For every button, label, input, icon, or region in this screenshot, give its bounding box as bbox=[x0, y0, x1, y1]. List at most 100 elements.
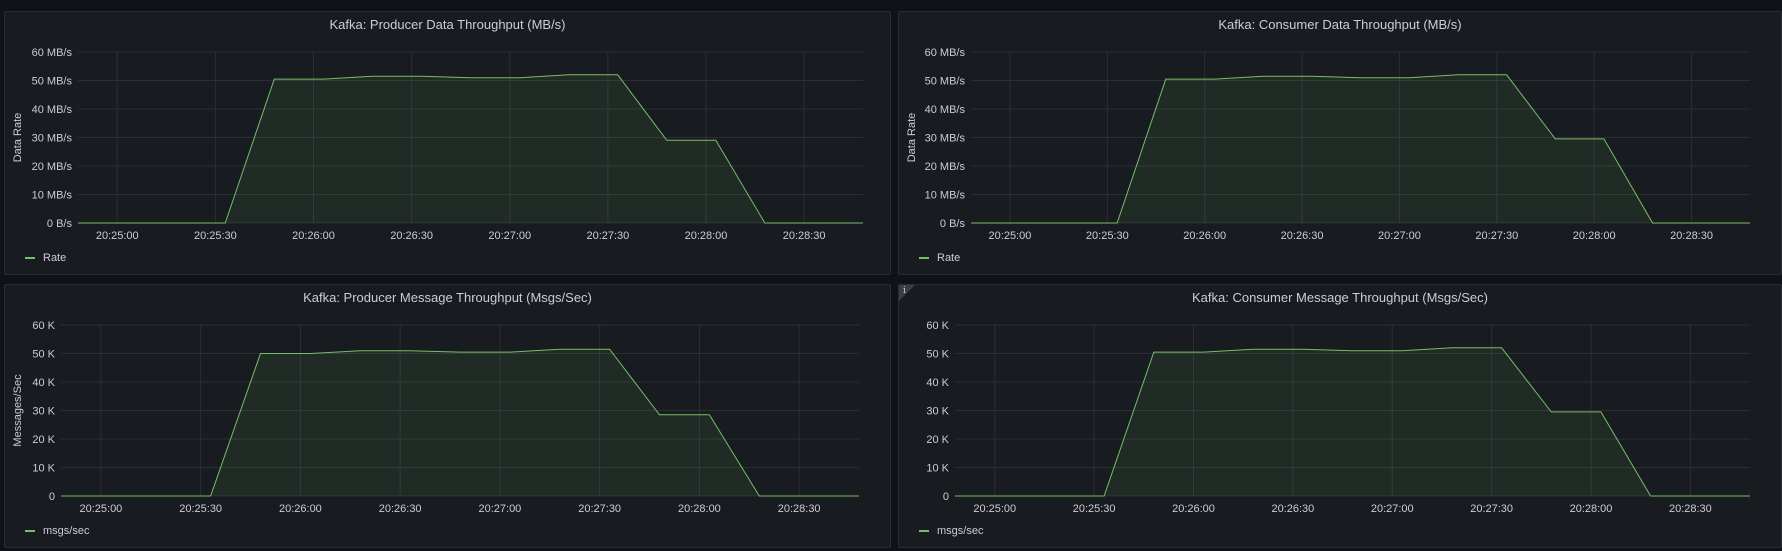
x-tick-label: 20:27:30 bbox=[1475, 230, 1518, 242]
chart-svg: 0 10 K 20 K 30 K 40 K 50 K 60 K 20:25:00 20:25:3… bbox=[12, 320, 859, 515]
y-tick-label: 40 MB/s bbox=[925, 104, 966, 116]
y-tick-label: 0 bbox=[49, 491, 55, 503]
y-tick-label: 40 MB/s bbox=[32, 104, 73, 116]
y-axis-label: Messages/Sec bbox=[12, 374, 24, 447]
plot-area: 0 10 K 20 K 30 K 40 K 50 K 60 K 20:25:00 20:25:3… bbox=[32, 320, 859, 515]
y-tick-label: 30 MB/s bbox=[925, 133, 966, 145]
panel-title[interactable]: Kafka: Producer Message Throughput (Msgs… bbox=[303, 290, 592, 305]
y-tick-label: 50 K bbox=[926, 349, 949, 361]
x-tick-label: 20:27:00 bbox=[1378, 230, 1421, 242]
y-tick-label: 20 MB/s bbox=[32, 161, 73, 173]
x-tick-label: 20:27:00 bbox=[488, 230, 531, 242]
x-tick-label: 20:26:00 bbox=[279, 503, 322, 515]
x-tick-label: 20:25:00 bbox=[973, 503, 1016, 515]
x-tick-label: 20:25:30 bbox=[1086, 230, 1129, 242]
series-area-fill bbox=[971, 74, 1750, 223]
y-tick-label: 10 K bbox=[32, 463, 55, 475]
info-corner[interactable] bbox=[899, 285, 915, 301]
panel-title[interactable]: Kafka: Producer Data Throughput (MB/s) bbox=[329, 17, 566, 32]
x-tick-label: 20:28:00 bbox=[1573, 230, 1616, 242]
legend-label[interactable]: Rate bbox=[937, 252, 961, 264]
y-tick-label: 60 K bbox=[926, 320, 949, 332]
x-tick-label: 20:26:30 bbox=[1271, 503, 1314, 515]
panel-title[interactable]: Kafka: Consumer Message Throughput (Msgs… bbox=[1191, 290, 1488, 305]
legend: Rate bbox=[25, 252, 66, 264]
x-tick-label: 20:28:30 bbox=[1669, 503, 1712, 515]
legend-swatch bbox=[919, 257, 929, 259]
x-tick-label: 20:26:00 bbox=[1183, 230, 1226, 242]
x-tick-label: 20:25:00 bbox=[96, 230, 139, 242]
y-tick-label: 10 K bbox=[926, 463, 949, 475]
x-tick-label: 20:27:30 bbox=[578, 503, 621, 515]
x-tick-label: 20:28:30 bbox=[778, 503, 821, 515]
y-tick-label: 10 MB/s bbox=[32, 190, 73, 202]
legend-swatch bbox=[919, 530, 929, 532]
legend-swatch bbox=[25, 257, 35, 259]
x-tick-label: 20:26:00 bbox=[1172, 503, 1215, 515]
y-tick-label: 60 K bbox=[32, 320, 55, 332]
x-tick-label: 20:25:30 bbox=[179, 503, 222, 515]
legend-label[interactable]: Rate bbox=[43, 252, 67, 264]
y-tick-label: 40 K bbox=[926, 377, 949, 389]
plot-area: 0 B/s 10 MB/s 20 MB/s 30 MB/s 40 MB/s 50 MB/s… bbox=[32, 47, 863, 242]
y-tick-label: 50 MB/s bbox=[32, 76, 73, 88]
series-line[interactable] bbox=[955, 347, 1750, 497]
series-line[interactable] bbox=[971, 74, 1750, 224]
legend-swatch bbox=[25, 530, 35, 532]
x-tick-label: 20:27:30 bbox=[1470, 503, 1513, 515]
x-tick-label: 20:28:30 bbox=[783, 230, 826, 242]
x-tick-label: 20:25:30 bbox=[1073, 503, 1116, 515]
y-tick-label: 20 K bbox=[32, 434, 55, 446]
y-tick-label: 50 MB/s bbox=[925, 76, 966, 88]
y-tick-label: 0 B/s bbox=[47, 218, 73, 230]
x-tick-label: 20:28:00 bbox=[1570, 503, 1613, 515]
consumer-data-throughput-panel[interactable]: Kafka: Consumer Data Throughput (MB/s) 0… bbox=[898, 11, 1782, 275]
y-axis-label: Data Rate bbox=[12, 113, 24, 163]
y-tick-label: 60 MB/s bbox=[925, 47, 966, 59]
legend: Rate bbox=[919, 252, 960, 264]
y-tick-label: 20 K bbox=[926, 434, 949, 446]
y-tick-label: 0 bbox=[943, 491, 949, 503]
x-tick-label: 20:26:00 bbox=[292, 230, 335, 242]
x-tick-label: 20:28:00 bbox=[678, 503, 721, 515]
plot-area: 0 B/s 10 MB/s 20 MB/s 30 MB/s 40 MB/s 50 MB/s… bbox=[925, 47, 1750, 242]
series-area-fill bbox=[61, 349, 859, 496]
y-tick-label: 60 MB/s bbox=[32, 47, 73, 59]
y-tick-label: 30 K bbox=[32, 406, 55, 418]
y-tick-label: 10 MB/s bbox=[925, 190, 966, 202]
y-axis-label: Data Rate bbox=[906, 113, 918, 163]
producer-data-throughput-panel[interactable]: Kafka: Producer Data Throughput (MB/s) 0… bbox=[4, 11, 891, 275]
chart-svg: 0 10 K 20 K 30 K 40 K 50 K 60 K 20:25:00 20:25:3… bbox=[926, 320, 1750, 515]
y-tick-label: 30 MB/s bbox=[32, 133, 73, 145]
x-tick-label: 20:28:30 bbox=[1670, 230, 1713, 242]
x-tick-label: 20:25:30 bbox=[194, 230, 237, 242]
series-line[interactable] bbox=[78, 74, 863, 224]
y-tick-label: 20 MB/s bbox=[925, 161, 966, 173]
panel-title[interactable]: Kafka: Consumer Data Throughput (MB/s) bbox=[1218, 17, 1462, 32]
legend-label[interactable]: msgs/sec bbox=[937, 525, 984, 537]
series-area-fill bbox=[955, 347, 1750, 496]
x-tick-label: 20:25:00 bbox=[79, 503, 122, 515]
x-tick-label: 20:28:00 bbox=[685, 230, 728, 242]
info-icon[interactable]: i bbox=[903, 286, 906, 296]
y-tick-label: 40 K bbox=[32, 377, 55, 389]
series-line[interactable] bbox=[61, 348, 859, 497]
x-tick-label: 20:26:30 bbox=[390, 230, 433, 242]
legend-label[interactable]: msgs/sec bbox=[43, 525, 90, 537]
x-tick-label: 20:27:00 bbox=[1371, 503, 1414, 515]
series-area-fill bbox=[78, 74, 863, 223]
plot-area: 0 10 K 20 K 30 K 40 K 50 K 60 K 20:25:00 20:25:3… bbox=[926, 320, 1750, 515]
x-tick-label: 20:27:30 bbox=[586, 230, 629, 242]
legend: msgs/sec bbox=[25, 525, 89, 537]
producer-message-throughput-panel[interactable]: Kafka: Producer Message Throughput (Msgs… bbox=[4, 284, 891, 548]
legend: msgs/sec bbox=[919, 525, 983, 537]
x-tick-label: 20:27:00 bbox=[478, 503, 521, 515]
chart-svg: 0 B/s 10 MB/s 20 MB/s 30 MB/s 40 MB/s 50 MB/s… bbox=[12, 47, 863, 242]
chart-svg: 0 B/s 10 MB/s 20 MB/s 30 MB/s 40 MB/s 50 MB/s… bbox=[906, 47, 1750, 242]
consumer-message-throughput-panel[interactable]: i Kafka: Consumer Message Throughput (Ms… bbox=[898, 284, 1782, 548]
x-tick-label: 20:26:30 bbox=[379, 503, 422, 515]
y-tick-label: 0 B/s bbox=[940, 218, 966, 230]
y-tick-label: 50 K bbox=[32, 349, 55, 361]
x-tick-label: 20:26:30 bbox=[1281, 230, 1324, 242]
